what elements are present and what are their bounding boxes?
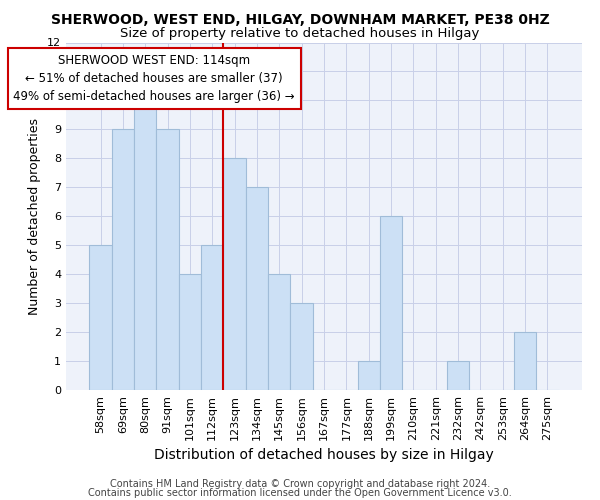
Bar <box>112 130 134 390</box>
Y-axis label: Number of detached properties: Number of detached properties <box>28 118 41 315</box>
Bar <box>380 216 402 390</box>
Text: Contains HM Land Registry data © Crown copyright and database right 2024.: Contains HM Land Registry data © Crown c… <box>110 479 490 489</box>
Bar <box>179 274 201 390</box>
Bar <box>89 245 112 390</box>
Text: SHERWOOD WEST END: 114sqm
← 51% of detached houses are smaller (37)
49% of semi-: SHERWOOD WEST END: 114sqm ← 51% of detac… <box>13 54 295 103</box>
Bar <box>201 245 223 390</box>
Bar <box>246 188 268 390</box>
Bar <box>358 361 380 390</box>
Bar <box>134 100 157 390</box>
Bar <box>514 332 536 390</box>
Text: SHERWOOD, WEST END, HILGAY, DOWNHAM MARKET, PE38 0HZ: SHERWOOD, WEST END, HILGAY, DOWNHAM MARK… <box>50 12 550 26</box>
Text: Size of property relative to detached houses in Hilgay: Size of property relative to detached ho… <box>121 28 479 40</box>
Bar <box>223 158 246 390</box>
Bar <box>157 130 179 390</box>
Bar <box>268 274 290 390</box>
Text: Contains public sector information licensed under the Open Government Licence v3: Contains public sector information licen… <box>88 488 512 498</box>
X-axis label: Distribution of detached houses by size in Hilgay: Distribution of detached houses by size … <box>154 448 494 462</box>
Bar <box>447 361 469 390</box>
Bar <box>290 303 313 390</box>
